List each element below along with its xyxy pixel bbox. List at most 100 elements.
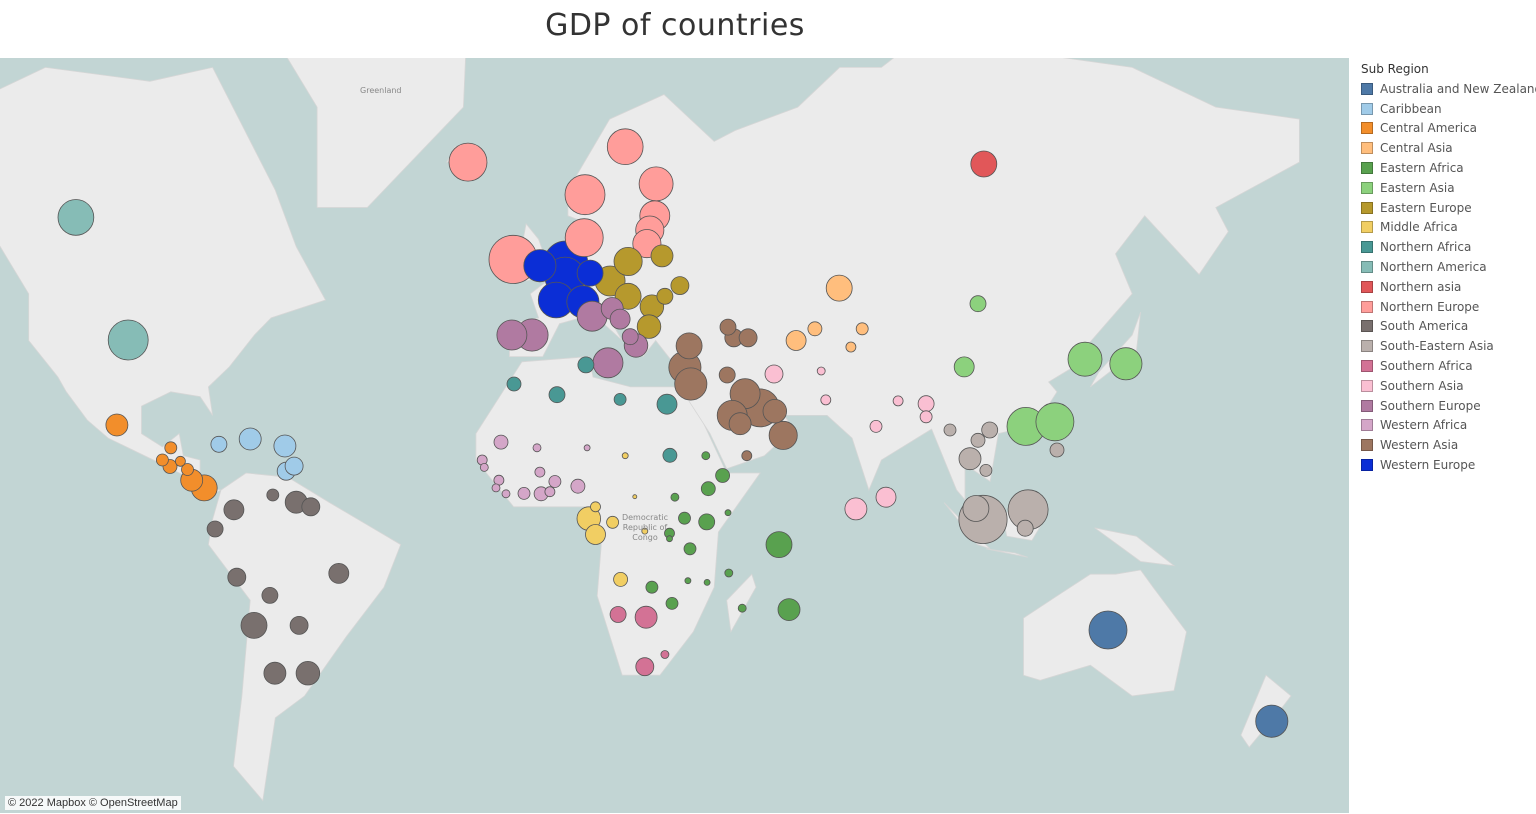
country-bubble[interactable] [825,274,853,302]
country-bubble[interactable] [670,276,690,296]
country-bubble[interactable] [869,419,883,433]
country-bubble[interactable] [738,328,758,348]
country-bubble[interactable] [724,509,732,517]
country-bubble[interactable] [606,515,619,529]
country-bubble[interactable] [576,259,604,287]
country-bubble[interactable] [719,318,737,336]
country-bubble[interactable] [548,475,562,488]
country-bubble[interactable] [564,218,604,258]
country-bubble[interactable] [583,444,591,452]
country-bubble[interactable] [107,319,149,361]
country-bubble[interactable] [684,577,692,585]
country-bubble[interactable] [479,462,489,472]
country-bubble[interactable] [266,488,280,502]
country-bubble[interactable] [724,568,734,578]
country-bubble[interactable] [155,453,169,467]
country-bubble[interactable] [701,451,711,461]
legend-item[interactable]: Northern asia [1361,277,1536,297]
country-bubble[interactable] [223,499,245,521]
legend-item[interactable]: Middle Africa [1361,218,1536,238]
country-bubble[interactable] [328,563,350,584]
legend-item[interactable]: Caribbean [1361,99,1536,119]
legend-item[interactable]: South-Eastern Asia [1361,336,1536,356]
legend-item[interactable]: Western Europe [1361,455,1536,475]
legend-item[interactable]: Northern America [1361,257,1536,277]
country-bubble[interactable] [678,511,691,525]
legend-item[interactable]: Eastern Asia [1361,178,1536,198]
map-view[interactable]: Greenland Democratic Republic of Congo ©… [0,58,1349,813]
country-bubble[interactable] [548,386,566,404]
country-bubble[interactable] [762,399,788,424]
country-bubble[interactable] [181,463,194,476]
country-bubble[interactable] [532,443,542,453]
country-bubble[interactable] [1109,347,1143,381]
country-bubble[interactable] [962,495,990,522]
country-bubble[interactable] [301,497,321,517]
country-bubble[interactable] [544,486,556,498]
country-bubble[interactable] [240,612,268,639]
country-bubble[interactable] [844,497,868,521]
country-bubble[interactable] [943,423,957,437]
legend-item[interactable]: Central America [1361,119,1536,139]
country-bubble[interactable] [621,452,629,460]
country-bubble[interactable] [765,531,793,559]
country-bubble[interactable] [638,166,674,202]
legend-item[interactable]: Eastern Europe [1361,198,1536,218]
legend-item[interactable]: Australia and New Zealand [1361,79,1536,99]
legend-item[interactable]: Southern Asia [1361,376,1536,396]
country-bubble[interactable] [660,650,670,659]
legend-item[interactable]: Eastern Africa [1361,158,1536,178]
country-bubble[interactable] [517,486,531,500]
country-bubble[interactable] [875,486,897,508]
country-bubble[interactable] [105,413,129,437]
country-bubble[interactable] [698,513,716,531]
legend-item[interactable]: Central Asia [1361,138,1536,158]
country-bubble[interactable] [164,441,178,455]
legend-item[interactable]: Western Asia [1361,435,1536,455]
country-bubble[interactable] [210,435,228,453]
country-bubble[interactable] [448,142,488,182]
country-bubble[interactable] [295,661,321,686]
country-bubble[interactable] [807,321,823,337]
country-bubble[interactable] [609,308,631,330]
country-bubble[interactable] [777,598,801,621]
country-bubble[interactable] [206,520,224,538]
country-bubble[interactable] [564,174,606,216]
country-bubble[interactable] [534,466,546,478]
country-bubble[interactable] [577,356,595,374]
map-attribution[interactable]: © 2022 Mapbox © OpenStreetMap [5,796,181,810]
country-bubble[interactable] [590,501,601,513]
country-bubble[interactable] [506,376,522,392]
country-bubble[interactable] [491,483,501,493]
country-bubble[interactable] [621,328,639,346]
country-bubble[interactable] [523,249,557,283]
country-bubble[interactable] [284,456,304,476]
country-bubble[interactable] [650,244,674,268]
country-bubble[interactable] [656,393,678,415]
country-bubble[interactable] [609,606,627,623]
country-bubble[interactable] [261,587,279,604]
country-bubble[interactable] [592,347,624,379]
country-bubble[interactable] [958,447,982,471]
country-bubble[interactable] [1049,442,1065,458]
map-canvas[interactable] [0,58,1349,813]
country-bubble[interactable] [613,572,628,587]
country-bubble[interactable] [970,432,986,448]
country-bubble[interactable] [969,295,987,313]
country-bubble[interactable] [816,366,826,376]
country-bubble[interactable] [979,463,993,477]
country-bubble[interactable] [785,330,807,351]
country-bubble[interactable] [585,524,606,545]
country-bubble[interactable] [1035,402,1075,442]
country-bubble[interactable] [273,434,297,458]
country-bubble[interactable] [666,535,673,543]
country-bubble[interactable] [1088,610,1128,650]
country-bubble[interactable] [227,567,247,587]
country-bubble[interactable] [613,392,627,406]
country-bubble[interactable] [665,597,679,610]
country-bubble[interactable] [501,489,511,499]
country-bubble[interactable] [981,421,999,439]
country-bubble[interactable] [674,367,708,401]
country-bubble[interactable] [670,492,680,502]
country-bubble[interactable] [703,579,711,586]
